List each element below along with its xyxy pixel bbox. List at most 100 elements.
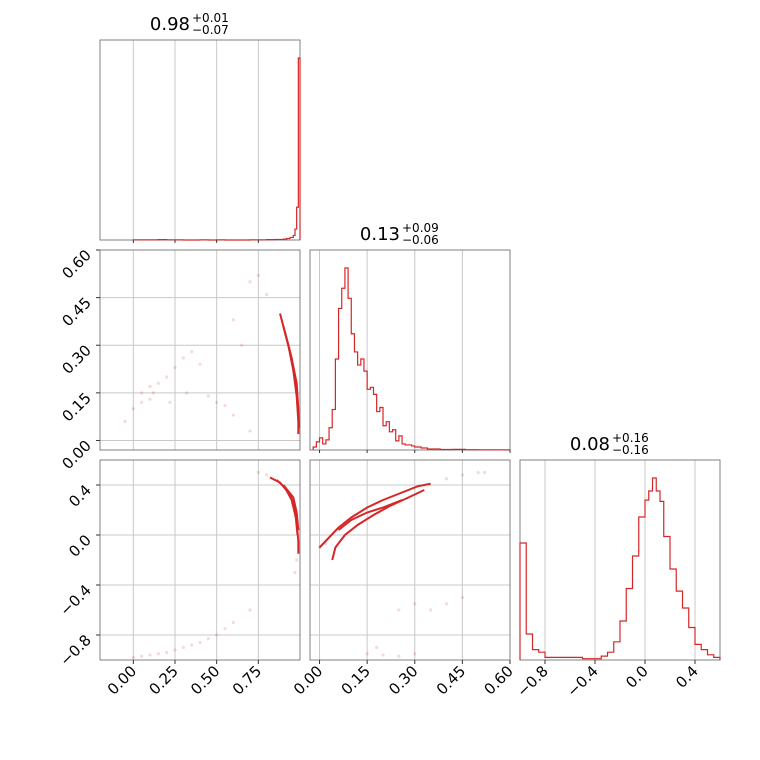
scatter-point	[190, 643, 194, 647]
scatter-point	[231, 318, 235, 322]
scatter-point	[148, 397, 152, 401]
y-tick-label: 0.4	[65, 481, 95, 511]
scatter-point	[165, 375, 169, 379]
histogram-step-0	[132, 57, 301, 241]
scatter-point	[131, 655, 135, 660]
histogram-panel-0	[99, 39, 301, 241]
scatter-point	[206, 394, 210, 398]
contour-line-0	[279, 313, 300, 435]
title-lower-err-1: −0.06	[402, 233, 439, 247]
contour-line-1	[331, 489, 425, 561]
panel-frame	[309, 459, 511, 661]
panel-title-1: 0.13	[360, 224, 400, 245]
scatter-point	[476, 470, 480, 475]
scatter-point	[140, 654, 144, 658]
scatter-point	[198, 640, 202, 645]
histogram-panel-1	[309, 249, 511, 451]
scatter-point	[365, 652, 369, 656]
histogram-panel-2	[519, 459, 721, 661]
scatter-point	[198, 362, 202, 366]
panel-title-2: 0.08	[570, 434, 610, 455]
panel-frame	[309, 249, 511, 451]
scatter-point	[265, 292, 269, 297]
contour-line-2	[337, 499, 403, 531]
x-tick-label: 0.15	[338, 662, 374, 698]
scatter-point	[444, 477, 449, 481]
scatter-point	[256, 470, 260, 475]
contour-line-1	[275, 479, 299, 536]
x-tick-label: −0.4	[563, 662, 601, 700]
scatter-point	[381, 653, 385, 657]
scatter-point	[215, 400, 219, 404]
contour-line-2	[282, 484, 300, 531]
scatter-point	[231, 413, 235, 417]
histogram-step-2	[519, 477, 721, 660]
scatter-point	[483, 470, 487, 475]
y-tick-label: 0.30	[58, 341, 94, 377]
x-tick-label: 0.25	[145, 662, 181, 698]
scatter-point	[223, 403, 227, 408]
scatter-point	[206, 637, 210, 641]
scatter-point	[151, 391, 155, 395]
panel-frame	[99, 39, 301, 241]
scatter-point	[156, 652, 160, 656]
panel-frame	[99, 249, 301, 451]
contour-line-1	[282, 325, 300, 422]
x-tick-label: −0.8	[513, 662, 551, 700]
scatter-point	[148, 653, 152, 657]
x-tick-label: 0.50	[187, 662, 223, 698]
scatter-point	[293, 570, 297, 575]
pair-panel-0-1	[99, 249, 301, 451]
scatter-point	[256, 273, 260, 277]
x-tick-label: 0.60	[480, 662, 516, 698]
scatter-point	[215, 633, 219, 637]
x-tick-label: 0.0	[622, 662, 652, 692]
scatter-point	[156, 381, 160, 385]
scatter-point	[148, 384, 152, 389]
title-lower-err-0: −0.07	[192, 23, 229, 37]
y-tick-label: −0.4	[56, 581, 94, 619]
scatter-point	[168, 400, 172, 404]
scatter-point	[295, 558, 299, 562]
scatter-point	[248, 608, 252, 612]
x-tick-label: 0.4	[672, 662, 702, 692]
pair-panel-1-2	[309, 459, 511, 661]
scatter-point	[248, 280, 252, 284]
title-lower-err-2: −0.16	[612, 443, 649, 457]
scatter-point	[140, 391, 144, 395]
scatter-point	[231, 620, 235, 625]
contour-line-0	[318, 482, 431, 549]
x-tick-label: 0.00	[104, 662, 140, 698]
scatter-point	[444, 602, 449, 606]
scatter-point	[397, 654, 401, 658]
scatter-point	[131, 407, 135, 411]
scatter-point	[123, 419, 127, 424]
scatter-point	[397, 608, 401, 612]
scatter-point	[181, 645, 185, 650]
x-tick-label: 0.30	[385, 662, 421, 698]
title-upper-err-0: +0.01	[192, 11, 229, 25]
title-upper-err-2: +0.16	[612, 431, 649, 445]
panel-frame	[99, 459, 301, 661]
scatter-point	[165, 650, 169, 655]
scatter-point	[375, 645, 379, 650]
scatter-point	[240, 343, 244, 347]
scatter-point	[413, 602, 417, 606]
y-tick-label: 0.0	[65, 531, 95, 561]
scatter-point	[173, 648, 177, 652]
scatter-point	[413, 652, 417, 656]
x-tick-label: 0.75	[229, 662, 265, 698]
histogram-step-1	[312, 267, 511, 451]
title-upper-err-1: +0.09	[402, 221, 439, 235]
x-tick-label: 0.00	[290, 662, 326, 698]
contour-line-2	[284, 332, 300, 428]
contour-line-0	[269, 476, 300, 554]
x-tick-label: 0.45	[433, 662, 469, 698]
scatter-point	[223, 627, 227, 631]
scatter-point	[460, 473, 464, 477]
scatter-point	[429, 608, 433, 612]
scatter-point	[190, 349, 194, 354]
y-tick-label: 0.15	[58, 389, 94, 425]
y-tick-label: 0.60	[58, 246, 94, 282]
scatter-point	[460, 595, 464, 600]
